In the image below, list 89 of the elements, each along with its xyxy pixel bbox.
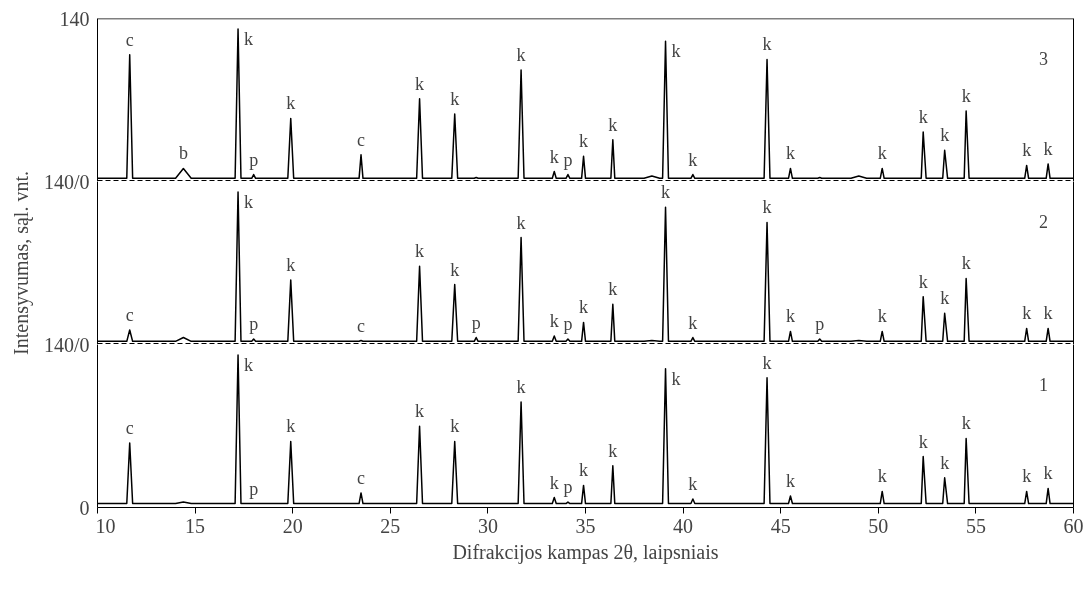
annotation: k bbox=[244, 192, 254, 213]
annotation: 3 bbox=[1039, 49, 1048, 69]
annotation: p bbox=[563, 477, 573, 498]
annotation: b bbox=[178, 143, 188, 164]
x-tick-label: 45 bbox=[770, 514, 791, 537]
annotation: k bbox=[549, 311, 559, 332]
x-tick-label: 10 bbox=[95, 514, 116, 537]
annotation: p bbox=[815, 314, 825, 335]
annotation: k bbox=[549, 146, 559, 167]
annotation: k bbox=[286, 93, 296, 114]
annotation: p bbox=[249, 314, 259, 335]
annotation: k bbox=[1043, 463, 1053, 484]
x-tick-label: 30 bbox=[477, 514, 498, 537]
annotation: k bbox=[286, 254, 296, 275]
annotation: k bbox=[961, 253, 971, 274]
annotation: k bbox=[785, 306, 795, 327]
annotation: k bbox=[762, 352, 772, 373]
x-axis-title: Difrakcijos kampas 2θ, laipsniais bbox=[452, 540, 719, 564]
annotation: k bbox=[1022, 140, 1032, 161]
annotation: k bbox=[549, 472, 559, 493]
annotation: k bbox=[940, 452, 950, 473]
annotation: k bbox=[450, 88, 460, 109]
annotation: k bbox=[450, 416, 460, 437]
annotation: k bbox=[785, 143, 795, 164]
annotation: p bbox=[249, 478, 259, 499]
annotation: p bbox=[471, 312, 481, 333]
annotation: k bbox=[671, 41, 681, 62]
text: 140/0 bbox=[43, 170, 90, 193]
annotation: k bbox=[1043, 138, 1053, 159]
annotation: p bbox=[563, 314, 573, 335]
annotation: k bbox=[762, 34, 772, 55]
annotation: k bbox=[579, 297, 589, 318]
annotation: k bbox=[415, 241, 425, 262]
annotation: k bbox=[918, 107, 928, 128]
x-tick-label: 15 bbox=[185, 514, 206, 537]
annotation: k bbox=[961, 85, 971, 106]
annotation: k bbox=[1022, 303, 1032, 324]
annotation: c bbox=[125, 304, 134, 325]
annotation: k bbox=[608, 279, 618, 300]
annotation: k bbox=[671, 368, 681, 389]
y-axis-title: Intensyvumas, sąl. vnt. bbox=[9, 171, 33, 355]
annotation: k bbox=[516, 377, 526, 398]
annotation: k bbox=[785, 470, 795, 491]
x-tick-label: 60 bbox=[1063, 514, 1084, 537]
x-tick-label: 40 bbox=[673, 514, 694, 537]
annotation: k bbox=[415, 401, 425, 422]
annotation: c bbox=[357, 315, 366, 336]
annotation: k bbox=[940, 125, 950, 146]
annotation: k bbox=[918, 431, 928, 452]
annotation: c bbox=[357, 129, 366, 150]
annotation: k bbox=[961, 413, 971, 434]
annotation: c bbox=[357, 467, 366, 488]
x-tick-label: 25 bbox=[380, 514, 401, 537]
text: 140/0 bbox=[43, 333, 90, 356]
annotation: k bbox=[415, 73, 425, 94]
x-tick-label: 50 bbox=[868, 514, 889, 537]
annotation: p bbox=[249, 149, 259, 170]
annotation: k bbox=[516, 212, 526, 233]
annotation: k bbox=[688, 312, 698, 333]
annotation: p bbox=[563, 149, 573, 170]
annotation: c bbox=[125, 417, 134, 438]
annotation: k bbox=[579, 460, 589, 481]
annotation: k bbox=[877, 466, 887, 487]
annotation: k bbox=[244, 355, 254, 376]
annotation: k bbox=[1022, 466, 1032, 487]
annotation: k bbox=[877, 306, 887, 327]
text: 140 bbox=[59, 7, 90, 30]
annotation: c bbox=[125, 29, 134, 50]
annotation: k bbox=[688, 149, 698, 170]
annotation: k bbox=[608, 114, 618, 135]
annotation: k bbox=[579, 131, 589, 152]
annotation: k bbox=[940, 288, 950, 309]
annotation: k bbox=[918, 271, 928, 292]
annotation: k bbox=[244, 29, 254, 50]
x-tick-label: 55 bbox=[965, 514, 986, 537]
annotation: k bbox=[688, 474, 698, 495]
annotation: k bbox=[516, 45, 526, 66]
annotation: k bbox=[762, 197, 772, 218]
text: 0 bbox=[79, 496, 90, 519]
annotation: k bbox=[608, 440, 618, 461]
annotation: k bbox=[450, 259, 460, 280]
x-tick-label: 20 bbox=[282, 514, 303, 537]
annotation: k bbox=[877, 143, 887, 164]
x-tick-label: 35 bbox=[575, 514, 596, 537]
annotation: 1 bbox=[1039, 375, 1048, 395]
annotation: 2 bbox=[1039, 212, 1048, 232]
annotation: k bbox=[1043, 303, 1053, 324]
annotation: k bbox=[661, 182, 671, 203]
annotation: k bbox=[286, 416, 296, 437]
